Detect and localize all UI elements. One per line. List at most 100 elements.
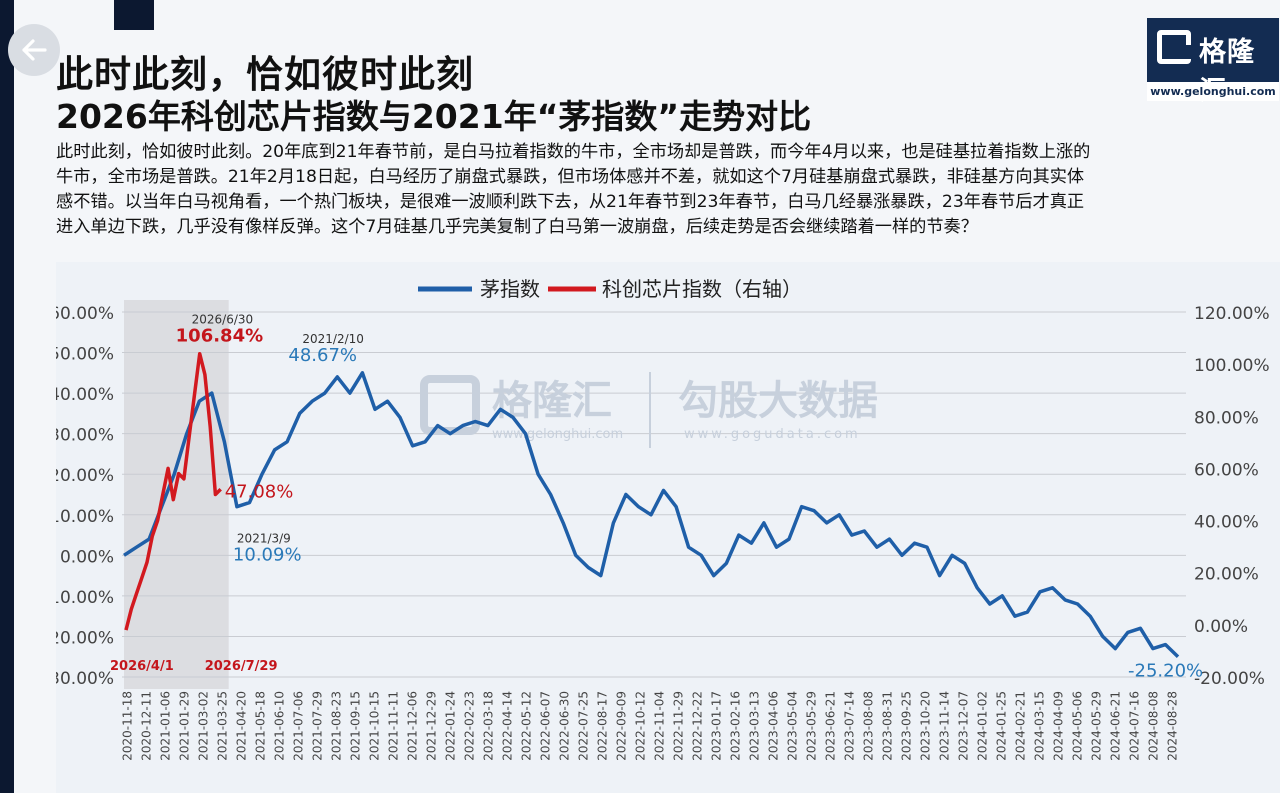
description-line: 进入单边下跌，几乎没有像样反弹。这个7月硅基几乎完美复制了白马第一波崩盘，后续走… (56, 217, 978, 237)
arrow-left-icon (22, 39, 47, 61)
page-title: 此时此刻，恰如彼时此刻 (56, 53, 474, 96)
x-tick-label: 2023-10-20 (919, 691, 933, 761)
x-tick-label: 2023-05-04 (786, 691, 800, 761)
x-tick-label: 2021-08-23 (330, 691, 344, 761)
x-tick-label: 2022-06-07 (539, 691, 553, 761)
y-right-tick-label: 120.00% (1194, 304, 1270, 324)
x-tick-label: 2022-09-09 (615, 691, 629, 761)
x-tick-label: 2024-05-06 (1071, 691, 1085, 761)
watermark-partner: 勾股大数据 (678, 378, 878, 424)
y-left-tick-label: 40.00% (56, 385, 114, 405)
annotation-date: 2021/3/9 (237, 532, 291, 546)
y-left-tick-label: 10.00% (56, 507, 114, 527)
x-tick-label: 2022-05-12 (520, 691, 534, 761)
x-tick-label: 2023-06-21 (824, 691, 838, 761)
x-tick-label: 2024-08-08 (1147, 691, 1161, 761)
x-tick-label: 2023-12-07 (957, 691, 971, 761)
x-tick-label: 2022-01-24 (444, 691, 458, 761)
article-card: 此时此刻，恰如彼时此刻 2026年科创芯片指数与2021年“茅指数”走势对比 格… (14, 0, 1280, 793)
y-left-tick-label: 30.00% (56, 426, 114, 446)
x-tick-label: 2024-05-29 (1090, 691, 1104, 761)
legend-label-xinpian: 科创芯片指数（右轴） (602, 277, 802, 301)
description-line: 牛市，全市场是普跌。21年2月18日起，白马经历了崩盘式暴跌，但市场体感并不差，… (56, 167, 1085, 187)
x-tick-label: 2023-02-16 (729, 691, 743, 761)
top-strip (114, 0, 154, 30)
x-tick-label: 2023-05-29 (805, 691, 819, 761)
y-right-tick-label: 100.00% (1194, 356, 1270, 376)
x-tick-label: 2020-11-18 (121, 691, 135, 761)
x-tick-label: 2020-12-11 (140, 691, 154, 761)
x-tick-label: 2023-09-25 (900, 691, 914, 761)
page-subtitle: 2026年科创芯片指数与2021年“茅指数”走势对比 (56, 97, 812, 136)
x-tick-label: 2023-11-14 (938, 691, 952, 761)
annotation-value: 10.09% (233, 545, 302, 566)
y-left-tick-label: 0.00% (60, 547, 114, 567)
maozhi-series-line (123, 371, 1180, 658)
x-tick-label: 2021-12-06 (406, 691, 420, 761)
gelonghui-logo: 格隆汇 www.gelonghui.com (1147, 18, 1279, 107)
y-right-tick-label: -20.00% (1194, 669, 1265, 689)
x-tick-label: 2022-11-29 (672, 691, 686, 761)
watermark-brand-url: www.gelonghui.com (492, 427, 623, 442)
y-left-tick-label: -30.00% (56, 669, 114, 689)
legend-label-maozhi: 茅指数 (480, 277, 540, 301)
x-tick-label: 2023-03-13 (748, 691, 762, 761)
x-tick-label: 2024-01-02 (976, 691, 990, 761)
x-tick-label: 2023-01-17 (710, 691, 724, 761)
logo-url: www.gelonghui.com (1147, 82, 1279, 101)
annotation-value: 47.08% (225, 481, 294, 502)
x-tick-label: 2021-07-29 (311, 691, 325, 761)
x-tick-label: 2022-02-23 (463, 691, 477, 761)
x-tick-label: 2021-07-06 (292, 691, 306, 761)
x-tick-label: 2021-12-29 (425, 691, 439, 761)
highlight-start-label: 2026/4/1 (110, 659, 174, 674)
gelonghui-logo-icon (1157, 30, 1191, 64)
x-tick-label: 2021-05-18 (254, 691, 268, 761)
x-tick-label: 2022-08-17 (596, 691, 610, 761)
x-tick-label: 2022-11-04 (653, 691, 667, 761)
x-tick-label: 2024-04-09 (1052, 691, 1066, 761)
x-tick-label: 2022-06-30 (558, 691, 572, 761)
y-right-tick-label: 0.00% (1194, 617, 1248, 637)
description-paragraph: 此时此刻，恰如彼时此刻。20年底到21年春节前，是白马拉着指数的牛市，全市场却是… (56, 140, 1256, 240)
y-left-tick-label: -20.00% (56, 628, 114, 648)
y-right-tick-label: 60.00% (1194, 460, 1259, 480)
highlight-end-label: 2026/7/29 (205, 659, 278, 674)
description-line: 感不错。以当年白马视角看，一个热门板块，是很难一波顺利跌下去，从21年春节到23… (56, 192, 1085, 212)
x-tick-label: 2021-10-15 (368, 691, 382, 761)
y-left-tick-label: 60.00% (56, 304, 114, 324)
y-right-tick-label: 40.00% (1194, 513, 1259, 533)
y-right-tick-label: 20.00% (1194, 565, 1259, 585)
x-tick-label: 2023-08-08 (862, 691, 876, 761)
x-tick-label: 2021-03-02 (197, 691, 211, 761)
x-tick-label: 2024-02-21 (1014, 691, 1028, 761)
x-tick-label: 2021-01-29 (178, 691, 192, 761)
y-left-tick-label: 50.00% (56, 345, 114, 365)
x-tick-label: 2024-01-25 (995, 691, 1009, 761)
x-tick-label: 2022-07-25 (577, 691, 591, 761)
y-left-tick-label: -10.00% (56, 588, 114, 608)
annotation-date: 2021/2/10 (302, 332, 364, 346)
x-tick-label: 2024-07-16 (1128, 691, 1142, 761)
annotation-value: 106.84% (176, 326, 264, 347)
comparison-line-chart: 格隆汇www.gelonghui.com勾股大数据www.gogudata.co… (56, 277, 1270, 761)
x-tick-label: 2021-04-20 (235, 691, 249, 761)
annotation-value: 48.67% (288, 345, 357, 366)
annotation-value: -25.20% (1128, 661, 1203, 682)
x-tick-label: 2023-08-31 (881, 691, 895, 761)
x-tick-label: 2024-06-21 (1109, 691, 1123, 761)
x-tick-label: 2023-07-14 (843, 691, 857, 761)
y-right-tick-label: 80.00% (1194, 408, 1259, 428)
chart-panel: 格隆汇 www.gelonghui.com 勾股大数据 www.gogudata.co… (56, 262, 1280, 793)
highlight-band (124, 300, 229, 689)
back-button[interactable] (8, 24, 60, 76)
watermark-partner-url: www.gogudata.com (684, 427, 861, 442)
x-tick-label: 2021-03-25 (216, 691, 230, 761)
x-tick-label: 2022-12-22 (691, 691, 705, 761)
x-tick-label: 2021-09-15 (349, 691, 363, 761)
x-tick-label: 2022-04-14 (501, 691, 515, 761)
x-tick-label: 2021-01-06 (159, 691, 173, 761)
xinpian-series-line (124, 351, 222, 631)
watermark-logo-icon (420, 375, 480, 435)
x-tick-label: 2024-03-15 (1033, 691, 1047, 761)
